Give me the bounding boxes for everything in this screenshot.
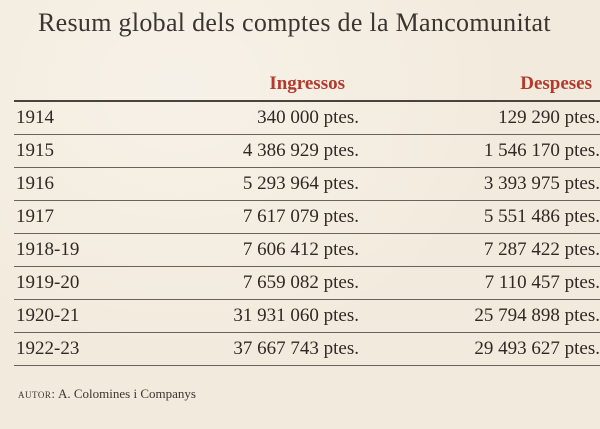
table-row: 1919-20 7 659 082 ptes. 7 110 457 ptes. — [14, 267, 600, 300]
table-row: 1918-19 7 606 412 ptes. 7 287 422 ptes. — [14, 234, 600, 267]
page-title: Resum global dels comptes de la Mancomun… — [38, 8, 551, 37]
table-row: 1916 5 293 964 ptes. 3 393 975 ptes. — [14, 168, 600, 201]
row-despeses: 7 110 457 ptes. — [484, 272, 600, 293]
row-ingressos: 4 386 929 ptes. — [242, 140, 359, 161]
row-despeses: 129 290 ptes. — [498, 107, 600, 128]
author-credit: autor: A. Colomines i Companys — [18, 386, 196, 402]
column-header-despeses: Despeses — [520, 73, 592, 94]
table-top-rule — [14, 100, 600, 102]
table-header: Ingressos Despeses — [0, 72, 600, 98]
author-label: autor: — [18, 386, 56, 401]
table-row: 1915 4 386 929 ptes. 1 546 170 ptes. — [14, 135, 600, 168]
row-ingressos: 340 000 ptes. — [257, 107, 359, 128]
row-year: 1920-21 — [16, 305, 80, 326]
row-despeses: 25 794 898 ptes. — [474, 305, 600, 326]
row-year: 1916 — [16, 173, 54, 194]
row-ingressos: 31 931 060 ptes. — [233, 305, 359, 326]
row-despeses: 1 546 170 ptes. — [483, 140, 600, 161]
author-name: A. Colomines i Companys — [58, 386, 196, 401]
row-despeses: 3 393 975 ptes. — [483, 173, 600, 194]
row-year: 1914 — [16, 107, 54, 128]
table-body: 1914 340 000 ptes. 129 290 ptes. 1915 4 … — [14, 102, 600, 366]
row-ingressos: 37 667 743 ptes. — [233, 338, 359, 359]
row-year: 1922-23 — [16, 338, 80, 359]
table-row: 1914 340 000 ptes. 129 290 ptes. — [14, 102, 600, 135]
row-despeses: 5 551 486 ptes. — [483, 206, 600, 227]
row-ingressos: 7 606 412 ptes. — [242, 239, 359, 260]
row-ingressos: 5 293 964 ptes. — [242, 173, 359, 194]
table-row: 1922-23 37 667 743 ptes. 29 493 627 ptes… — [14, 333, 600, 366]
column-header-ingressos: Ingressos — [269, 73, 345, 94]
row-ingressos: 7 617 079 ptes. — [242, 206, 359, 227]
row-ingressos: 7 659 082 ptes. — [242, 272, 359, 293]
row-despeses: 7 287 422 ptes. — [483, 239, 600, 260]
row-year: 1918-19 — [16, 239, 80, 260]
row-despeses: 29 493 627 ptes. — [474, 338, 600, 359]
row-year: 1919-20 — [16, 272, 80, 293]
table-row: 1917 7 617 079 ptes. 5 551 486 ptes. — [14, 201, 600, 234]
table-row: 1920-21 31 931 060 ptes. 25 794 898 ptes… — [14, 300, 600, 333]
row-year: 1917 — [16, 206, 54, 227]
row-year: 1915 — [16, 140, 54, 161]
